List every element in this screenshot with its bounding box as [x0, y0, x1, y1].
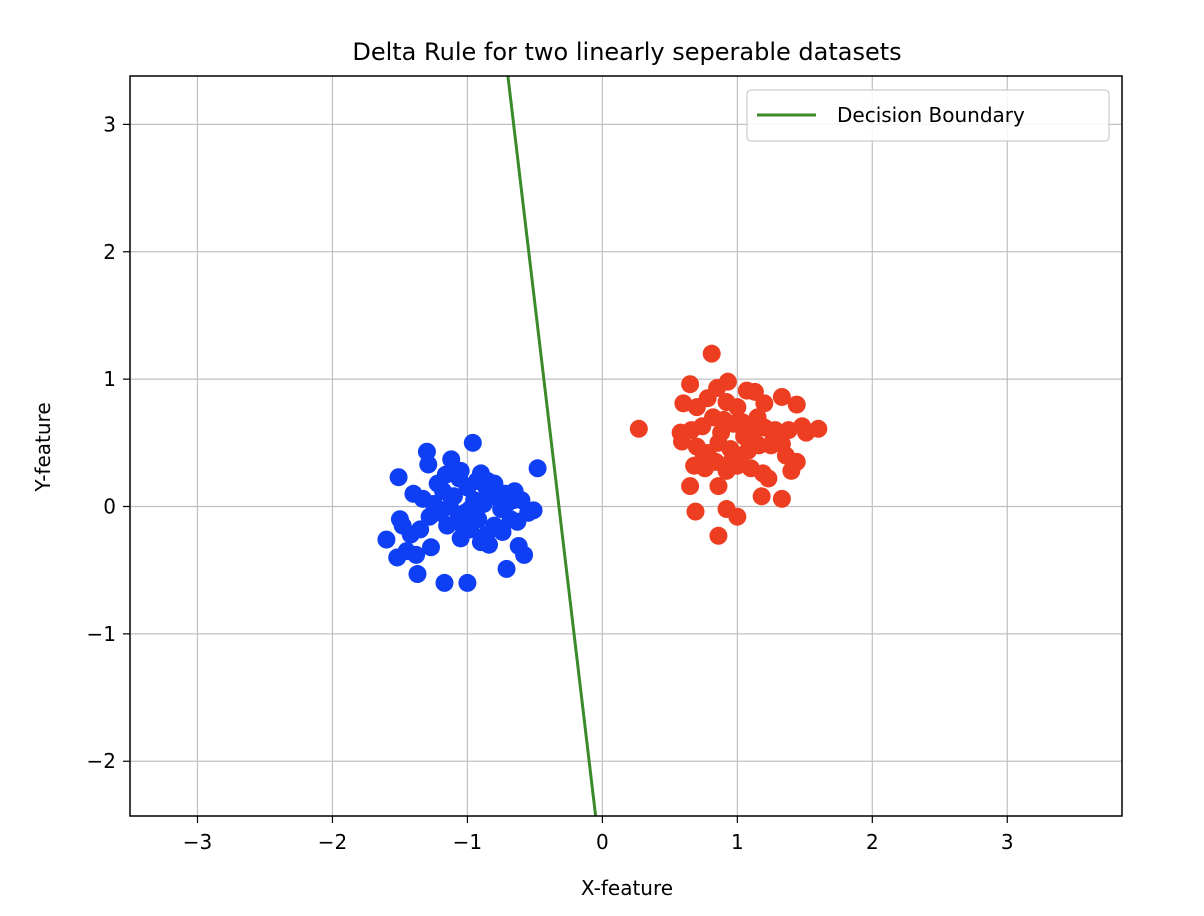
chart-title: Delta Rule for two linearly seperable da…: [352, 38, 901, 66]
data-point-blue: [504, 491, 523, 510]
data-point-red: [779, 421, 798, 440]
data-point-red: [759, 469, 778, 488]
data-point-red: [694, 449, 713, 468]
data-point-red: [728, 398, 747, 417]
data-point-blue: [463, 433, 482, 452]
x-tick-label: 3: [1001, 830, 1014, 854]
y-tick-label: −1: [87, 622, 116, 646]
data-point-red: [686, 502, 705, 521]
y-axis-label: Y-feature: [31, 402, 55, 492]
x-axis-label: X-feature: [581, 876, 673, 900]
data-point-red: [755, 394, 774, 413]
data-point-blue: [450, 469, 469, 488]
data-point-red: [772, 387, 791, 406]
plot-frame: [129, 75, 1123, 817]
data-point-blue: [436, 465, 455, 484]
data-point-blue: [440, 497, 459, 516]
x-tick-label: 1: [731, 830, 744, 854]
y-tick-label: 2: [103, 240, 116, 264]
x-tick-label: −2: [318, 830, 347, 854]
decision-boundary-line: [506, 76, 598, 816]
legend-label-decision-boundary: Decision Boundary: [837, 103, 1025, 127]
y-tick-label: 3: [103, 112, 116, 136]
data-point-blue: [451, 529, 470, 548]
data-point-red: [629, 419, 648, 438]
x-tick-label: −3: [183, 830, 212, 854]
data-point-red: [749, 436, 768, 455]
data-point-red: [728, 507, 747, 526]
y-tick-label: −2: [87, 749, 116, 773]
data-point-blue: [528, 459, 547, 478]
data-point-blue: [497, 559, 516, 578]
data-point-red: [752, 487, 771, 506]
data-point-red: [787, 395, 806, 414]
data-point-red: [766, 421, 785, 440]
series-layer: [377, 76, 828, 816]
data-point-red: [782, 461, 801, 480]
data-point-blue: [458, 573, 477, 592]
data-point-blue: [421, 538, 440, 557]
data-point-blue: [419, 455, 438, 474]
data-point-red: [772, 489, 791, 508]
data-point-red: [735, 427, 754, 446]
legend: Decision Boundary: [746, 89, 1110, 142]
y-tick-label: 1: [103, 367, 116, 391]
data-point-blue: [493, 522, 512, 541]
data-point-blue: [508, 512, 527, 531]
data-point-blue: [389, 468, 408, 487]
data-point-red: [733, 413, 752, 432]
data-point-blue: [435, 573, 454, 592]
axis-ticks: −3 −2 −1 0 1 2 3 −2 −1 0 1 2 3: [87, 112, 1014, 854]
data-point-blue: [407, 545, 426, 564]
legend-box: [746, 89, 1110, 142]
data-point-red: [709, 477, 728, 496]
data-point-blue: [471, 533, 490, 552]
data-point-red: [681, 477, 700, 496]
data-point-red: [698, 389, 717, 408]
data-point-blue: [467, 472, 486, 491]
x-tick-label: 0: [596, 830, 609, 854]
x-tick-label: 2: [866, 830, 879, 854]
data-point-red: [709, 526, 728, 545]
x-tick-label: −1: [453, 830, 482, 854]
data-point-blue: [509, 536, 528, 555]
data-point-blue: [377, 530, 396, 549]
data-point-blue: [408, 565, 427, 584]
data-point-blue: [411, 520, 430, 539]
data-point-red: [673, 432, 692, 451]
data-point-blue: [424, 494, 443, 513]
data-point-red: [681, 375, 700, 394]
data-point-red: [722, 451, 741, 470]
data-point-red: [712, 423, 731, 442]
data-point-red: [797, 423, 816, 442]
data-point-red: [702, 344, 721, 363]
data-point-red: [748, 408, 767, 427]
y-tick-label: 0: [103, 494, 116, 518]
data-point-red: [674, 394, 693, 413]
data-point-blue: [461, 500, 480, 519]
